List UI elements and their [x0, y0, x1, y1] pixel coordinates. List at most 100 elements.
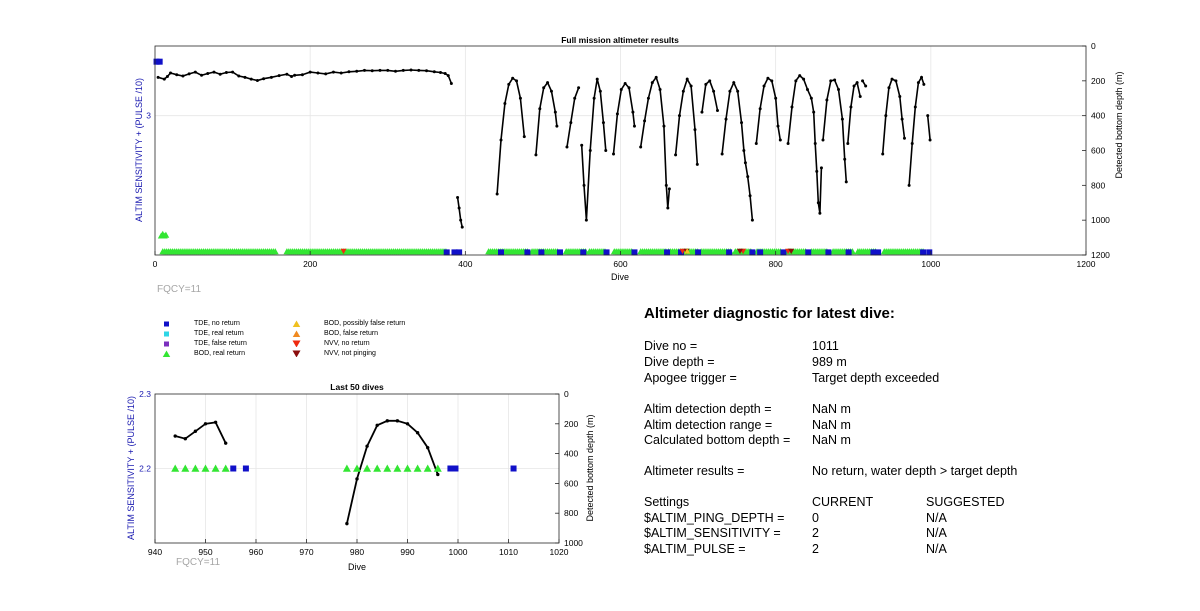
bod-real-return-marker — [433, 464, 442, 472]
depth-point — [255, 78, 259, 82]
y-right-tick-label: 1200 — [1091, 250, 1110, 260]
y-left-tick-label: 3 — [146, 111, 151, 121]
x-tick-label: 1200 — [1077, 259, 1096, 269]
setting-ping-depth-label: $ALTIM_PING_DEPTH = — [644, 511, 785, 525]
depth-line — [346, 419, 439, 524]
bod-real-return-marker — [373, 464, 382, 472]
legend-marker — [162, 350, 171, 357]
depth-point — [758, 107, 762, 111]
y-right-tick-label: 200 — [1091, 76, 1105, 86]
full-mission-title: Full mission altimeter results — [561, 35, 679, 45]
depth-point — [546, 81, 550, 85]
depth-point — [553, 110, 557, 114]
depth-point — [224, 441, 228, 445]
depth-point — [542, 86, 546, 90]
depth-point — [743, 161, 747, 165]
depth-point — [766, 76, 770, 80]
tde-no-return-marker — [926, 249, 933, 256]
depth-point — [224, 70, 228, 74]
depth-point — [818, 211, 822, 215]
depth-point — [212, 70, 216, 74]
bod-real-return-marker — [171, 464, 180, 472]
depth-point — [833, 78, 837, 82]
depth-point — [643, 119, 647, 123]
depth-point — [459, 218, 463, 222]
depth-point — [534, 153, 538, 157]
tde-no-return-marker — [447, 465, 454, 472]
legend-marker-shape — [292, 350, 301, 357]
depth-point — [375, 423, 379, 427]
depth-point — [805, 88, 809, 92]
y-left-tick-label: 2.2 — [139, 464, 151, 474]
legend-marker-shape — [292, 320, 301, 327]
depth-point — [664, 183, 668, 187]
depth-point — [627, 86, 631, 90]
tde-no-return-marker — [153, 58, 160, 65]
depth-point — [907, 183, 911, 187]
legend-label: NVV, no return — [324, 340, 370, 347]
diag-results-label: Altimeter results = — [644, 464, 745, 478]
depth-point — [746, 175, 750, 179]
x-tick-label: 800 — [769, 259, 783, 269]
tde-no-return-marker — [664, 249, 671, 256]
tde-no-return-marker — [757, 249, 764, 256]
full-mission-chart: Full mission altimeter results 0 200 400 60… — [134, 35, 1124, 282]
diag-bottom-depth-label: Calculated bottom depth = — [644, 433, 791, 447]
full-mission-ylabel-left: ALTIM SENSITIVITY + (PULSE /10) — [134, 78, 144, 222]
diag-bottom-depth-value: NaN m — [812, 433, 851, 447]
setting-ping-depth-current: 0 — [812, 511, 819, 525]
diag-results-value: No return, water depth > target depth — [812, 464, 1018, 478]
depth-point — [355, 69, 359, 73]
diagnostic-title: Altimeter diagnostic for latest dive: — [644, 305, 895, 322]
depth-point — [293, 73, 297, 77]
last-50-ylabel-right: Detected bottom depth (m) — [585, 414, 595, 521]
depth-point — [615, 112, 619, 116]
depth-point — [844, 180, 848, 184]
depth-point — [736, 89, 740, 93]
depth-point — [362, 68, 366, 72]
depth-point — [815, 169, 819, 173]
tde-no-return-marker — [452, 465, 459, 472]
depth-point — [677, 114, 681, 118]
depth-point — [821, 138, 825, 142]
depth-point — [331, 70, 335, 74]
depth-point — [394, 69, 398, 73]
depth-point — [700, 110, 704, 114]
depth-point — [169, 71, 173, 75]
settings-header: Settings — [644, 495, 690, 509]
legend-label: BOD, false return — [324, 330, 379, 337]
depth-point — [549, 89, 553, 93]
depth-point — [582, 183, 586, 187]
tde-no-return-marker — [780, 249, 787, 256]
setting-ping-depth-suggested: N/A — [926, 511, 947, 525]
nvv-not-pinging-marker — [736, 248, 743, 255]
diag-detection-depth-label: Altim detection depth = — [644, 402, 772, 416]
legend-marker — [292, 320, 301, 327]
depth-point — [802, 77, 806, 81]
depth-point — [324, 72, 328, 76]
depth-point — [790, 105, 794, 109]
marker-legend: TDE, no return TDE, real return TDE, false… — [160, 318, 460, 364]
legend-marker — [292, 340, 301, 347]
tde-no-return-marker — [510, 465, 517, 472]
depth-point — [881, 152, 885, 156]
depth-point — [812, 110, 816, 114]
depth-point — [417, 68, 421, 72]
depth-point — [300, 73, 304, 77]
depth-point — [187, 72, 191, 76]
depth-point — [499, 138, 503, 142]
x-tick-label: 1000 — [921, 259, 940, 269]
x-tick-label: 400 — [458, 259, 472, 269]
depth-point — [386, 68, 390, 72]
depth-point — [922, 82, 926, 86]
depth-point — [218, 72, 222, 76]
depth-point — [262, 77, 266, 81]
depth-point — [724, 117, 728, 121]
depth-point — [206, 72, 210, 76]
tde-no-return-marker — [156, 58, 163, 65]
legend-marker-shape — [292, 340, 301, 347]
tde-no-return-marker — [825, 249, 832, 256]
depth-line — [908, 75, 925, 186]
depth-point — [861, 79, 865, 83]
depth-point — [515, 79, 519, 83]
